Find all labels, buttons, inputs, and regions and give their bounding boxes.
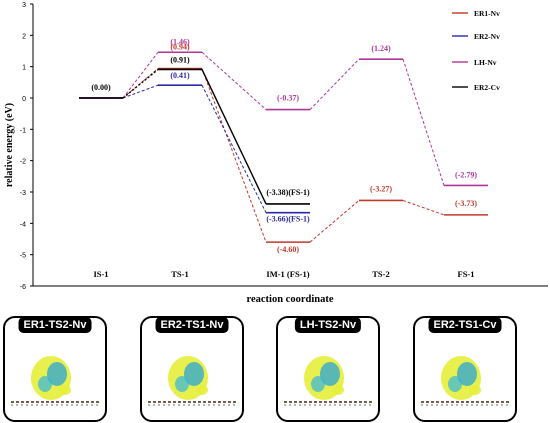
data-label: (-3.73)	[455, 199, 477, 208]
data-label: (0.00)	[91, 83, 111, 92]
x-axis-label: reaction coordinate	[247, 294, 334, 305]
data-label: (0.41)	[170, 71, 190, 80]
y-tick-label: -5	[20, 253, 26, 260]
panel-title: ER1-TS2-Nv	[18, 317, 92, 333]
y-tick-label: -3	[20, 190, 26, 197]
data-label: (1.46)	[170, 37, 190, 46]
y-tick-label: 1	[22, 65, 26, 72]
connector-line	[309, 58, 360, 110]
category-label: TS-1	[171, 269, 188, 279]
structure-panel: LH-TS2-Nv	[276, 316, 380, 422]
y-tick-label: -6	[20, 284, 26, 291]
y-tick-label: -1	[20, 127, 26, 134]
structure-panel: ER2-TS1-Nv	[140, 316, 244, 422]
structure-panel: ER2-TS1-Cv	[413, 316, 517, 422]
y-tick-label: 2	[22, 33, 26, 40]
category-label: TS-2	[372, 269, 389, 279]
energy-profile-chart: 3 2 1 0 -1 -2 -3 -4 -5 -6 relative energy (eV) IS-1…	[4, 2, 548, 305]
legend-label: LH-Nv	[474, 58, 497, 67]
connector-line	[402, 199, 445, 216]
connector-line	[122, 68, 159, 99]
y-tick-label: -4	[20, 221, 26, 228]
structure-panel: ER1-TS2-Nv	[3, 316, 107, 422]
panel-title: ER2-TS1-Nv	[155, 317, 229, 333]
charge-density-image	[148, 356, 236, 406]
category-label: FS-1	[458, 269, 475, 279]
data-label: (-4.60)	[277, 245, 299, 254]
category-label: IS-1	[93, 269, 108, 279]
data-label: (-2.79)	[455, 170, 477, 179]
y-tick-label: 3	[22, 2, 26, 9]
data-label: (0.94)	[170, 43, 190, 52]
data-label: (-3.27)	[370, 184, 392, 193]
legend-label: ER1-Nv	[474, 9, 500, 18]
data-label: (-0.37)	[277, 94, 299, 103]
y-tick-label: -2	[20, 159, 26, 166]
y-tick-label: 0	[22, 96, 26, 103]
category-label: IM-1 (FS-1)	[266, 269, 309, 279]
connector-line	[122, 68, 159, 99]
panel-title: LH-TS2-Nv	[294, 317, 362, 333]
legend-label: ER2-Nv	[474, 32, 500, 41]
connector-line	[201, 84, 267, 213]
charge-density-image	[421, 356, 509, 406]
data-label: (-3.66)(FS-1)	[266, 215, 310, 224]
panel-title: ER2-TS1-Cv	[428, 317, 502, 333]
y-axis-label: relative energy (eV)	[4, 103, 15, 187]
charge-density-image	[11, 356, 99, 406]
connector-line	[402, 58, 445, 186]
connector-line	[122, 51, 159, 99]
connector-line	[201, 69, 267, 205]
connector-line	[122, 84, 159, 99]
data-label: (-3.38)(FS-1)	[266, 188, 310, 197]
connector-line	[201, 51, 267, 110]
legend-label: ER2-Cv	[474, 83, 500, 92]
data-label: (0.91)	[170, 55, 190, 64]
charge-density-image	[284, 356, 372, 406]
data-label: (1.24)	[371, 44, 391, 53]
connector-line	[201, 68, 267, 243]
connector-line	[309, 200, 360, 243]
